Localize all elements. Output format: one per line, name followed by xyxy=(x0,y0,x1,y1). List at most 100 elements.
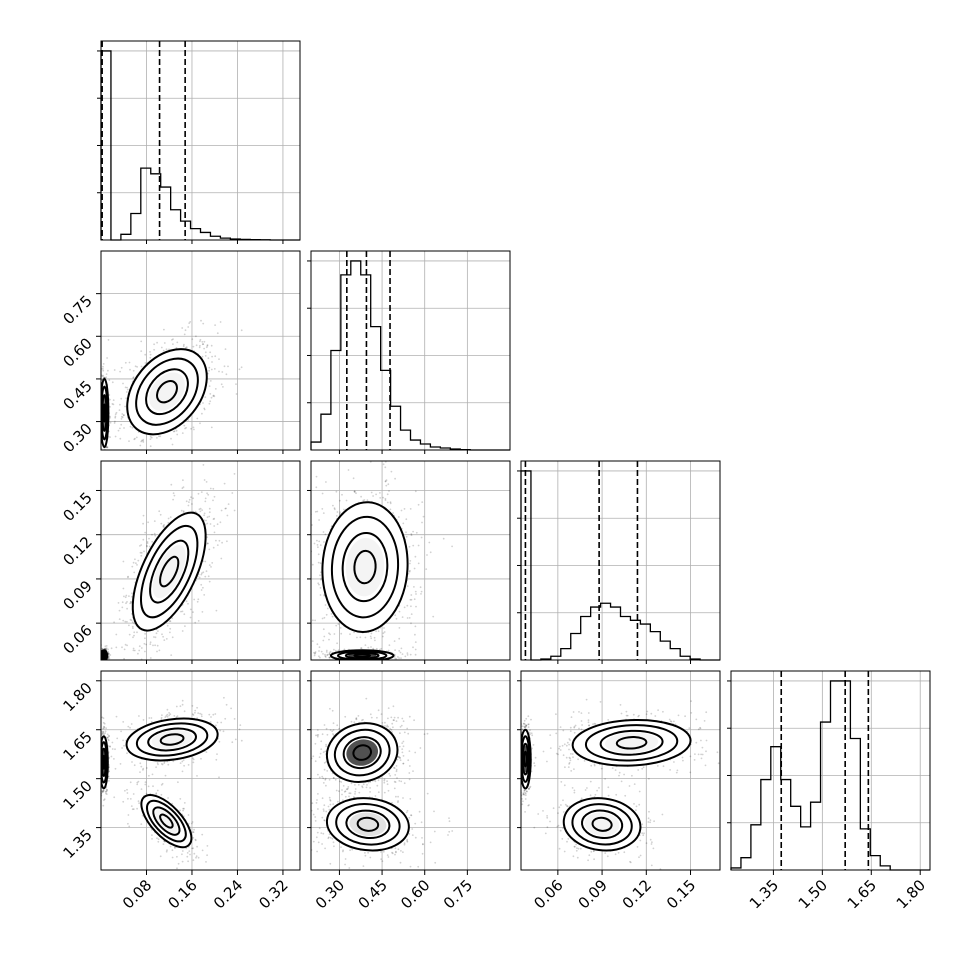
sample-point xyxy=(155,766,158,769)
sample-point xyxy=(144,637,146,640)
sample-point xyxy=(134,365,137,368)
sample-point xyxy=(208,548,211,551)
sample-point xyxy=(220,509,223,512)
sample-point xyxy=(107,653,110,656)
sample-point xyxy=(172,430,175,433)
sample-point xyxy=(179,809,182,812)
sample-point xyxy=(410,613,413,615)
sample-point xyxy=(108,735,110,738)
sample-point xyxy=(98,423,100,425)
sample-point xyxy=(121,601,124,604)
sample-point xyxy=(422,515,425,518)
sample-point xyxy=(148,717,151,719)
sample-point xyxy=(212,395,215,397)
sample-point xyxy=(164,774,167,777)
sample-point xyxy=(111,741,114,744)
sample-point xyxy=(148,537,150,540)
sample-point xyxy=(184,329,187,332)
contour-level-0 xyxy=(140,794,193,849)
sample-point xyxy=(223,482,226,485)
sample-point xyxy=(99,658,101,660)
hist-panel-1 xyxy=(307,250,511,451)
sample-point xyxy=(129,798,132,800)
sample-point xyxy=(153,343,156,346)
sample-point xyxy=(414,641,417,643)
sample-point xyxy=(101,790,104,793)
sample-point xyxy=(149,459,151,461)
sample-point xyxy=(145,643,148,646)
sample-point xyxy=(105,647,108,650)
sample-point xyxy=(147,785,150,788)
sample-point xyxy=(200,713,203,716)
sample-point xyxy=(101,662,103,664)
scatter-panel-1-2 xyxy=(304,460,511,661)
sample-point xyxy=(144,781,147,784)
sample-point xyxy=(226,514,229,517)
sample-point xyxy=(157,763,159,766)
sample-point xyxy=(167,763,170,766)
sample-point xyxy=(191,847,194,850)
sample-point xyxy=(318,646,321,649)
sample-point xyxy=(200,453,202,455)
sample-point xyxy=(101,661,103,663)
sample-point xyxy=(181,850,184,852)
sample-point xyxy=(101,648,104,650)
sample-point xyxy=(95,762,97,764)
sample-point xyxy=(394,477,396,480)
sample-point xyxy=(171,856,174,859)
sample-point xyxy=(191,821,194,823)
sample-point xyxy=(199,507,202,510)
sample-point xyxy=(106,450,108,452)
sample-point xyxy=(211,361,213,363)
sample-point xyxy=(158,510,161,513)
sample-point xyxy=(406,585,409,587)
sample-point xyxy=(181,487,184,490)
sample-point xyxy=(218,740,221,743)
sample-point xyxy=(212,518,215,520)
sample-point xyxy=(203,347,206,350)
sample-point xyxy=(110,647,113,650)
sample-point xyxy=(142,719,145,721)
sample-point xyxy=(176,715,179,718)
sample-point xyxy=(206,854,209,857)
sample-point xyxy=(415,531,418,534)
sample-point xyxy=(126,620,128,623)
sample-point xyxy=(66,417,68,419)
sample-point xyxy=(171,636,174,639)
sample-point xyxy=(110,755,113,758)
sample-point xyxy=(333,508,336,511)
sample-point xyxy=(183,764,186,767)
sample-point xyxy=(176,855,178,858)
sample-point xyxy=(149,643,152,645)
sample-point xyxy=(304,626,306,628)
sample-point xyxy=(197,856,200,859)
sample-point xyxy=(172,338,174,340)
sample-point xyxy=(137,800,140,803)
sample-point xyxy=(131,565,134,568)
sample-point xyxy=(156,341,159,344)
sample-point xyxy=(169,516,172,518)
sample-point xyxy=(119,437,122,440)
sample-point xyxy=(119,763,122,765)
sample-point xyxy=(114,413,117,416)
sample-point xyxy=(113,758,115,760)
sample-point xyxy=(240,329,243,332)
sample-point xyxy=(149,356,152,359)
sample-point xyxy=(130,602,133,604)
sample-point xyxy=(188,850,191,852)
sample-point xyxy=(140,788,143,790)
sample-point xyxy=(384,497,387,500)
sample-point xyxy=(323,616,326,619)
sample-point xyxy=(161,782,164,785)
sample-point xyxy=(102,663,104,665)
sample-point xyxy=(142,522,145,525)
sample-point xyxy=(225,507,227,510)
sample-point xyxy=(139,551,142,554)
sample-point xyxy=(181,770,184,773)
sample-point xyxy=(120,366,123,369)
sample-point xyxy=(183,333,186,336)
sample-point xyxy=(139,771,141,773)
sample-point xyxy=(394,614,397,617)
sample-point xyxy=(131,426,134,429)
sample-point xyxy=(336,642,338,645)
